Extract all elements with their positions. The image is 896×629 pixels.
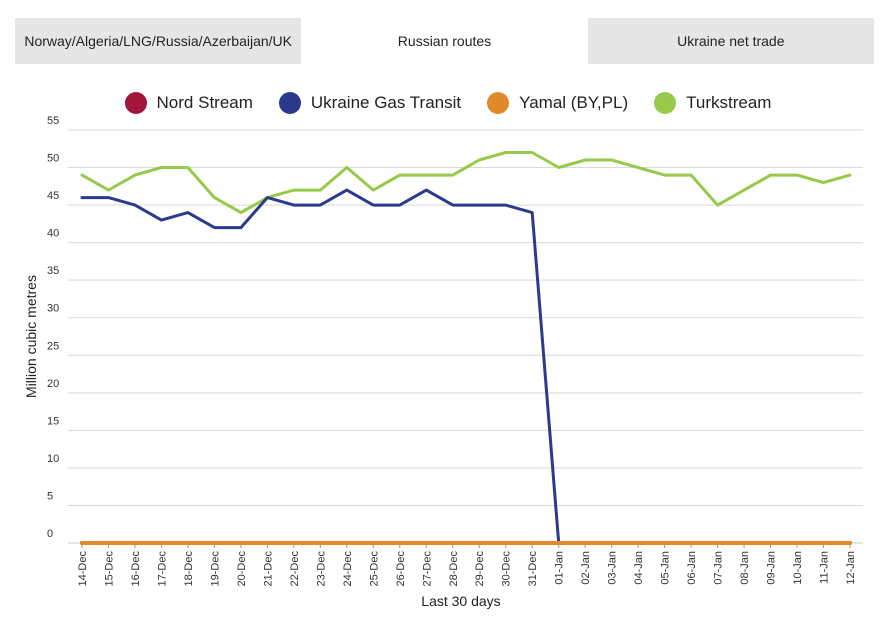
y-axis-title: Million cubic metres: [23, 275, 39, 398]
x-tick-label: 06-Jan: [686, 551, 698, 585]
y-tick-label: 35: [47, 265, 59, 277]
x-tick-label: 05-Jan: [660, 551, 672, 585]
y-tick-label: 20: [47, 378, 59, 390]
x-tick-label: 30-Dec: [501, 551, 513, 587]
x-tick-label: 12-Jan: [845, 551, 857, 585]
x-tick-label: 11-Jan: [819, 551, 831, 584]
legend-label: Nord Stream: [156, 93, 253, 112]
y-tick-label: 50: [47, 153, 59, 165]
x-tick-label: 22-Dec: [289, 551, 301, 587]
legend-item-nord-stream[interactable]: Nord Stream: [124, 92, 253, 114]
series-line-turkstream: [80, 151, 852, 215]
y-tick-label: 30: [47, 303, 59, 315]
x-tick-label: 15-Dec: [103, 551, 115, 587]
x-tick-label: 02-Jan: [580, 551, 592, 585]
legend-marker: [124, 92, 147, 114]
legend-marker: [487, 92, 510, 114]
tab-norway-algeria-lng-russia-azerbaijan-uk[interactable]: Norway/Algeria/LNG/Russia/Azerbaijan/UK: [15, 18, 302, 64]
x-tick-label: 10-Jan: [792, 551, 804, 585]
x-tick-label: 23-Dec: [315, 551, 327, 587]
x-tick-label: 24-Dec: [342, 551, 354, 587]
y-tick-label: 55: [47, 115, 59, 127]
y-tick-label: 10: [47, 453, 59, 465]
x-tick-label: 19-Dec: [209, 551, 221, 587]
x-tick-label: 04-Jan: [633, 551, 645, 585]
x-tick-label: 17-Dec: [156, 551, 168, 587]
legend-item-ukraine-gas-transit[interactable]: Ukraine Gas Transit: [278, 92, 462, 114]
x-tick-label: 14-Dec: [77, 551, 89, 587]
y-tick-label: 15: [47, 415, 59, 427]
y-tick-label: 0: [47, 528, 53, 540]
legend-marker: [278, 92, 301, 114]
x-tick-label: 27-Dec: [421, 551, 433, 587]
y-tick-label: 45: [47, 190, 59, 202]
y-tick-label: 5: [47, 490, 53, 502]
legend-label: Yamal (BY,PL): [519, 93, 629, 112]
legend-marker: [654, 92, 677, 114]
x-tick-label: 28-Dec: [448, 551, 460, 587]
x-tick-label: 21-Dec: [262, 551, 274, 587]
x-tick-label: 07-Jan: [713, 551, 725, 585]
legend-label: Ukraine Gas Transit: [310, 93, 462, 112]
x-tick-label: 25-Dec: [368, 551, 380, 587]
x-tick-label: 31-Dec: [527, 551, 539, 587]
x-axis-title: Last 30 days: [421, 593, 500, 609]
x-tick-label: 03-Jan: [607, 551, 619, 585]
y-tick-label: 40: [47, 228, 59, 240]
x-tick-label: 16-Dec: [130, 551, 142, 587]
legend-label: Turkstream: [686, 93, 772, 112]
x-tick-label: 29-Dec: [474, 551, 486, 587]
tab-ukraine-net-trade[interactable]: Ukraine net trade: [587, 18, 874, 64]
route-tabs: Norway/Algeria/LNG/Russia/Azerbaijan/UK …: [15, 18, 874, 64]
legend-item-turkstream[interactable]: Turkstream: [654, 92, 771, 114]
x-tick-label: 01-Jan: [554, 551, 566, 585]
tab-russian-routes[interactable]: Russian routes: [301, 18, 588, 64]
chart-legend: Nord Stream Ukraine Gas Transit Yamal (B…: [0, 88, 896, 118]
x-tick-label: 26-Dec: [395, 551, 407, 587]
x-tick-label: 08-Jan: [739, 551, 751, 585]
y-tick-label: 25: [47, 340, 59, 352]
x-tick-label: 09-Jan: [766, 551, 778, 585]
x-tick-label: 20-Dec: [236, 551, 248, 587]
x-tick-label: 18-Dec: [183, 551, 195, 587]
legend-item-yamal[interactable]: Yamal (BY,PL): [487, 92, 628, 114]
